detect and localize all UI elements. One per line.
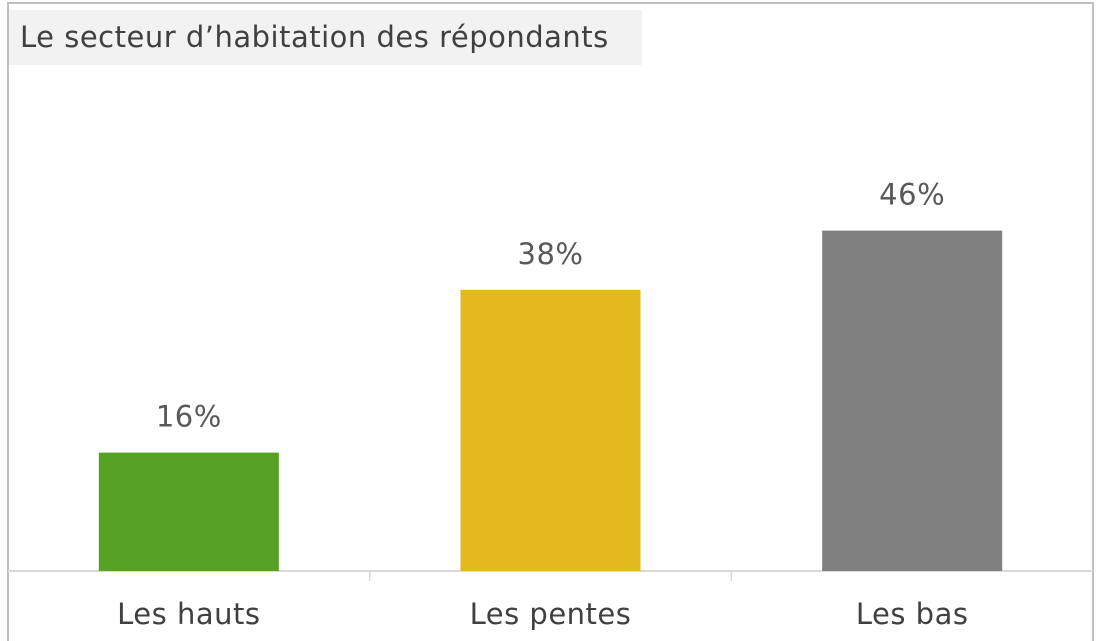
value-label: 46% xyxy=(879,178,945,212)
value-label: 38% xyxy=(518,237,584,271)
value-label: 16% xyxy=(156,400,222,434)
x-tick-label: Les hauts xyxy=(117,597,260,631)
bar xyxy=(822,230,1003,571)
chart-title: Le secteur d’habitation des répondants xyxy=(20,20,609,54)
x-tick-label: Les pentes xyxy=(470,597,632,631)
bar xyxy=(98,452,279,571)
title-box xyxy=(9,10,642,65)
bar xyxy=(460,289,641,571)
x-tick-label: Les bas xyxy=(856,597,969,631)
